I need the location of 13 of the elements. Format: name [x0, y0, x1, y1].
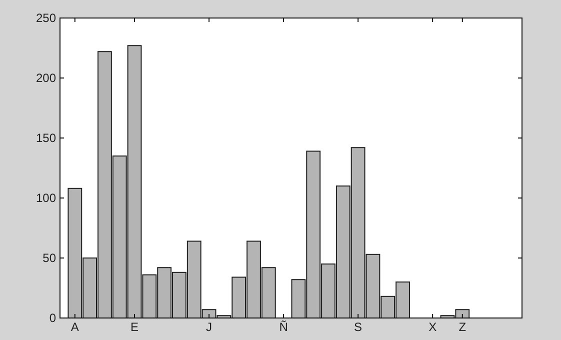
x-tick-label: E — [130, 320, 139, 334]
x-tick-label: Z — [458, 320, 466, 334]
y-tick-label: 200 — [36, 71, 56, 86]
y-tick-label: 250 — [36, 11, 56, 26]
x-tick-label: S — [354, 320, 362, 334]
y-tick-label: 0 — [49, 311, 56, 326]
x-tick-label: J — [206, 320, 212, 334]
y-tick-label: 50 — [42, 251, 56, 266]
y-tick-label: 150 — [36, 131, 56, 146]
x-tick-label: X — [428, 320, 437, 334]
x-tick-label: Ñ — [279, 320, 288, 334]
x-tick-label: A — [70, 320, 79, 334]
y-tick-label: 100 — [36, 191, 56, 206]
